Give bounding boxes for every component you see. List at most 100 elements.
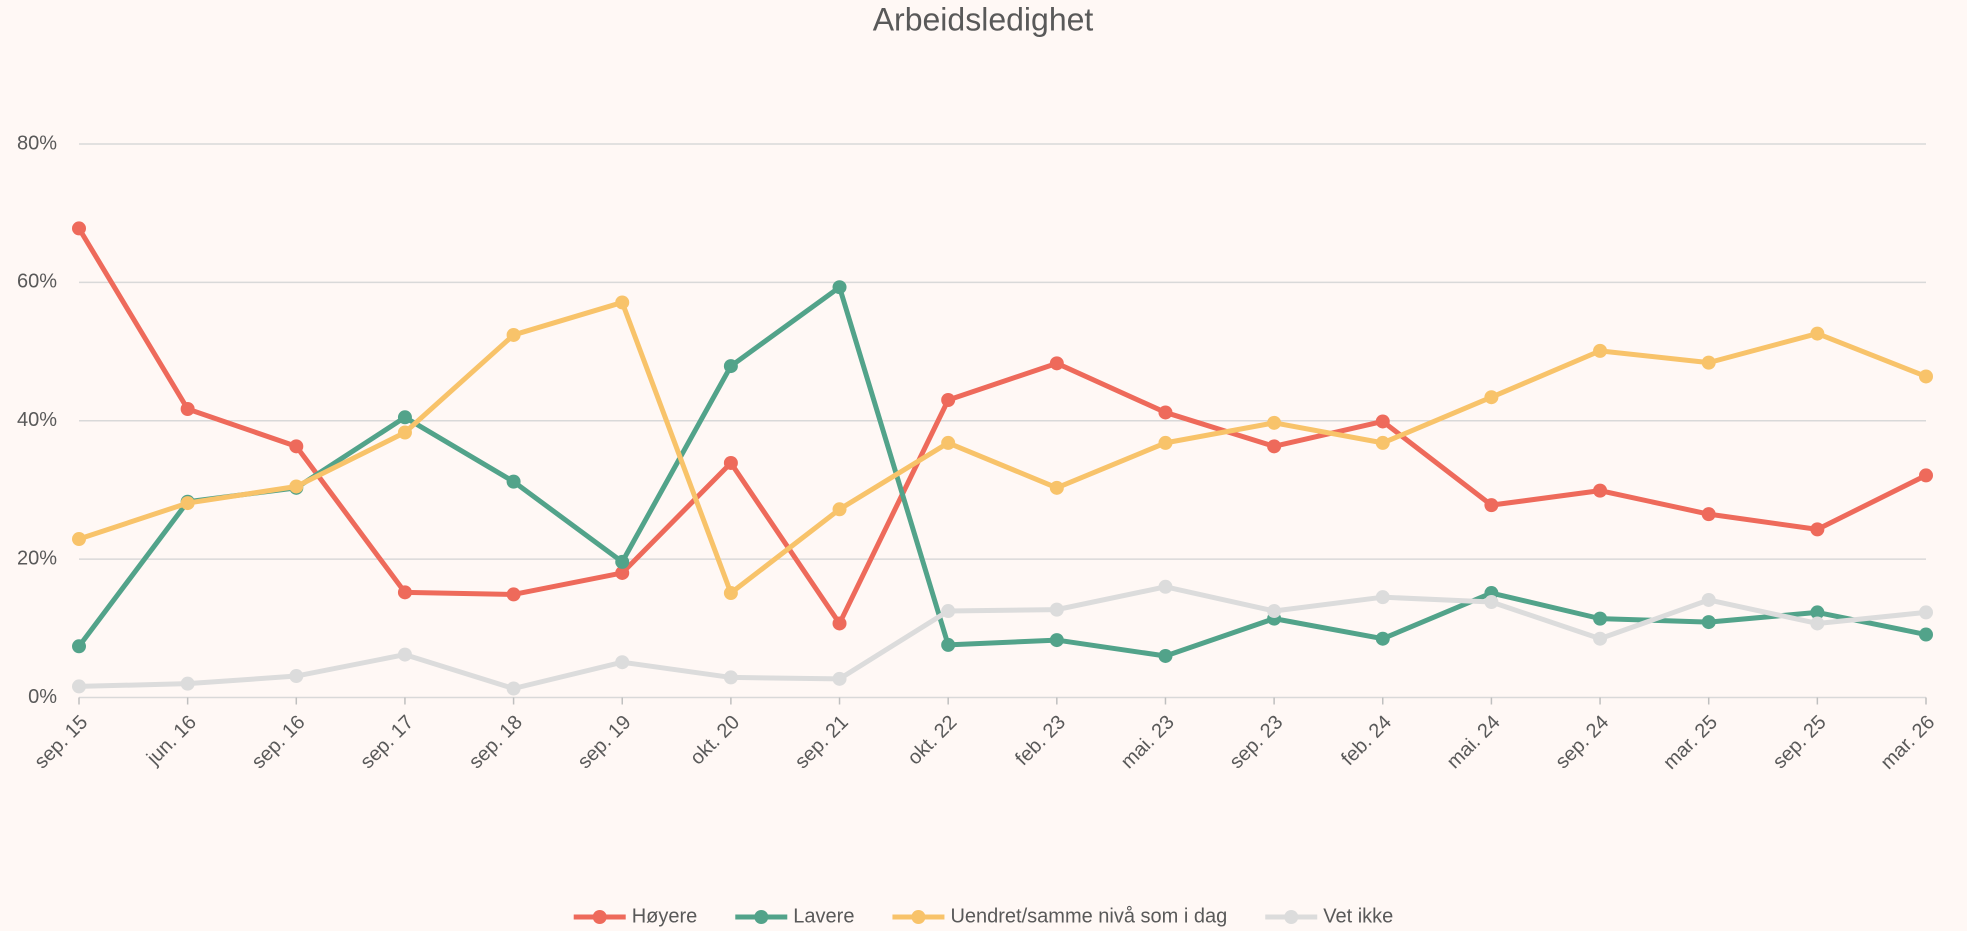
data-point — [1484, 498, 1499, 513]
x-tick-label: okt. 22 — [903, 711, 961, 769]
data-point — [1049, 602, 1064, 617]
data-point — [832, 502, 847, 517]
data-point — [506, 587, 521, 602]
x-tick-label: mai. 23 — [1117, 711, 1179, 773]
data-point — [1267, 439, 1282, 454]
data-point — [506, 681, 521, 696]
data-point — [1701, 355, 1716, 370]
legend: Høyere Lavere Uendret/samme nivå som i dag… — [573, 905, 1393, 927]
legend-item: Lavere — [735, 905, 854, 927]
data-point — [72, 679, 86, 694]
legend-item: Uendret/samme nivå som i dag — [892, 905, 1227, 927]
legend-label: Vet ikke — [1323, 905, 1393, 927]
data-point — [506, 474, 521, 489]
data-point — [1484, 595, 1499, 610]
data-point — [615, 295, 630, 310]
data-point — [723, 586, 738, 601]
data-point — [289, 439, 304, 454]
x-tick-label: jun. 16 — [142, 711, 201, 770]
data-point — [289, 479, 304, 494]
data-point — [397, 585, 412, 600]
x-tick-label: okt. 20 — [686, 711, 744, 769]
data-point — [72, 639, 86, 654]
data-point — [1593, 611, 1608, 626]
x-tick-label: sep. 24 — [1551, 711, 1613, 773]
data-point — [1158, 435, 1173, 450]
data-point — [1593, 343, 1608, 358]
data-point — [1049, 480, 1064, 495]
data-point — [1701, 615, 1716, 630]
series-line — [77, 284, 1927, 659]
data-point — [72, 532, 86, 547]
data-point — [941, 435, 956, 450]
data-point — [941, 604, 956, 619]
data-point — [615, 565, 630, 580]
data-point — [1158, 579, 1173, 594]
data-point — [941, 637, 956, 652]
data-point — [1919, 605, 1933, 620]
x-tick-label: sep. 21 — [791, 711, 853, 773]
legend-label: Uendret/samme nivå som i dag — [950, 905, 1227, 927]
data-point — [397, 647, 412, 662]
data-point — [506, 327, 521, 342]
data-point — [941, 392, 956, 407]
data-point — [832, 671, 847, 686]
x-tick-label: sep. 19 — [574, 711, 636, 773]
data-point — [397, 425, 412, 440]
legend-item: Vet ikke — [1265, 905, 1393, 927]
x-tick-label: feb. 23 — [1011, 711, 1070, 770]
data-point — [1375, 631, 1390, 646]
data-point — [1810, 616, 1825, 631]
data-point — [1049, 633, 1064, 648]
legend-label: Høyere — [632, 905, 698, 927]
data-point — [1593, 483, 1608, 498]
data-point — [1375, 414, 1390, 429]
x-tick-label: feb. 24 — [1337, 711, 1396, 770]
data-point — [723, 670, 738, 685]
data-point — [289, 669, 304, 684]
data-point — [832, 616, 847, 631]
data-point — [1919, 468, 1933, 483]
legend-item: Høyere — [573, 905, 698, 927]
legend-marker — [1284, 910, 1299, 924]
data-point — [1593, 631, 1608, 646]
legend-marker — [592, 910, 607, 924]
data-point — [1484, 390, 1499, 405]
y-tick-label: 80% — [17, 132, 57, 154]
data-point — [1919, 627, 1933, 642]
legend-marker — [754, 910, 769, 924]
series-line — [78, 299, 1927, 596]
data-point — [180, 401, 195, 416]
x-tick-label: mar. 26 — [1877, 711, 1940, 774]
data-point — [1267, 415, 1282, 430]
data-point — [397, 410, 412, 425]
y-tick-label: 20% — [17, 547, 57, 569]
x-tick-label: sep. 18 — [465, 711, 527, 773]
data-point — [723, 359, 738, 374]
x-tick-label: mai. 24 — [1443, 711, 1505, 773]
y-tick-label: 60% — [17, 271, 57, 293]
x-tick-label: sep. 16 — [248, 711, 310, 773]
x-tick-label: sep. 15 — [30, 711, 92, 773]
data-point — [1919, 369, 1933, 384]
legend-marker — [911, 910, 926, 924]
data-point — [832, 280, 847, 295]
y-tick-label: 40% — [17, 409, 57, 431]
data-point — [1701, 507, 1716, 522]
x-tick-label: sep. 23 — [1225, 711, 1287, 773]
data-point — [72, 221, 86, 236]
data-point — [1375, 590, 1390, 605]
data-point — [1701, 592, 1716, 607]
series-line — [78, 584, 1927, 692]
x-tick-label: sep. 25 — [1769, 711, 1831, 773]
data-point — [1810, 522, 1825, 537]
data-point — [1049, 356, 1064, 371]
chart-title: Arbeidsledighet — [873, 1, 1094, 37]
data-point — [723, 455, 738, 470]
data-point — [615, 554, 630, 569]
x-tick-label: sep. 17 — [356, 711, 418, 773]
data-point — [1158, 648, 1173, 663]
y-tick-label: 0% — [28, 686, 57, 708]
